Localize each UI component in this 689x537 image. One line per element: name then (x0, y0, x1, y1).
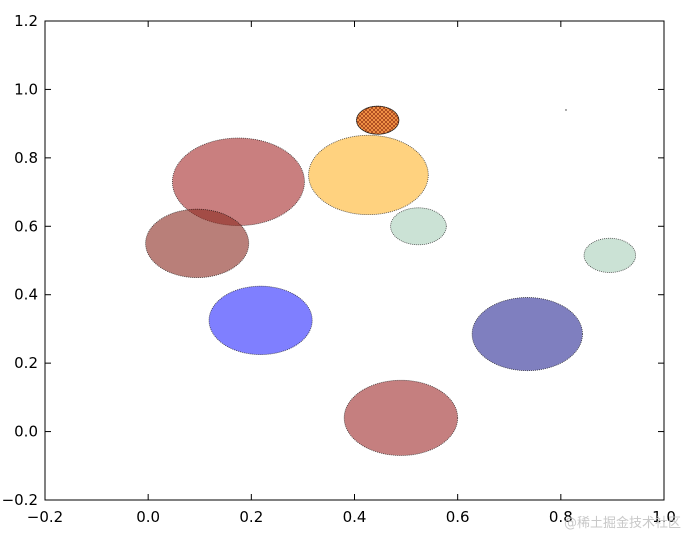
circle-1 (145, 208, 250, 279)
y-tick-label-4: 0.6 (14, 217, 38, 235)
x-tick-label-1: 0.0 (136, 508, 160, 526)
y-tick-label-5: 0.8 (14, 149, 38, 167)
x-tick-label-6: 1.0 (652, 508, 676, 526)
watermark: @稀土掘金技术社区 (563, 516, 681, 531)
y-tick-label-0: −0.2 (2, 491, 38, 509)
circle-3 (308, 134, 429, 216)
circle-8 (343, 379, 459, 456)
y-tick-label-3: 0.4 (14, 286, 38, 304)
x-tick-label-2: 0.2 (239, 508, 263, 526)
y-tick-label-2: 0.2 (14, 354, 38, 372)
x-tick-label-5: 0.8 (549, 508, 573, 526)
y-tick-label-1: 0.0 (14, 423, 38, 441)
circle-4-hatch (356, 105, 400, 135)
y-tick-label-6: 1.0 (14, 80, 38, 98)
point-0 (565, 109, 567, 111)
circle-2 (208, 285, 313, 355)
circle-6 (583, 237, 637, 273)
x-tick-label-3: 0.4 (343, 508, 367, 526)
circle-7 (471, 297, 583, 372)
y-tick-label-7: 1.2 (14, 12, 38, 30)
x-tick-label-4: 0.6 (446, 508, 470, 526)
x-tick-label-0: −0.2 (27, 508, 63, 526)
circle-5 (390, 207, 447, 246)
